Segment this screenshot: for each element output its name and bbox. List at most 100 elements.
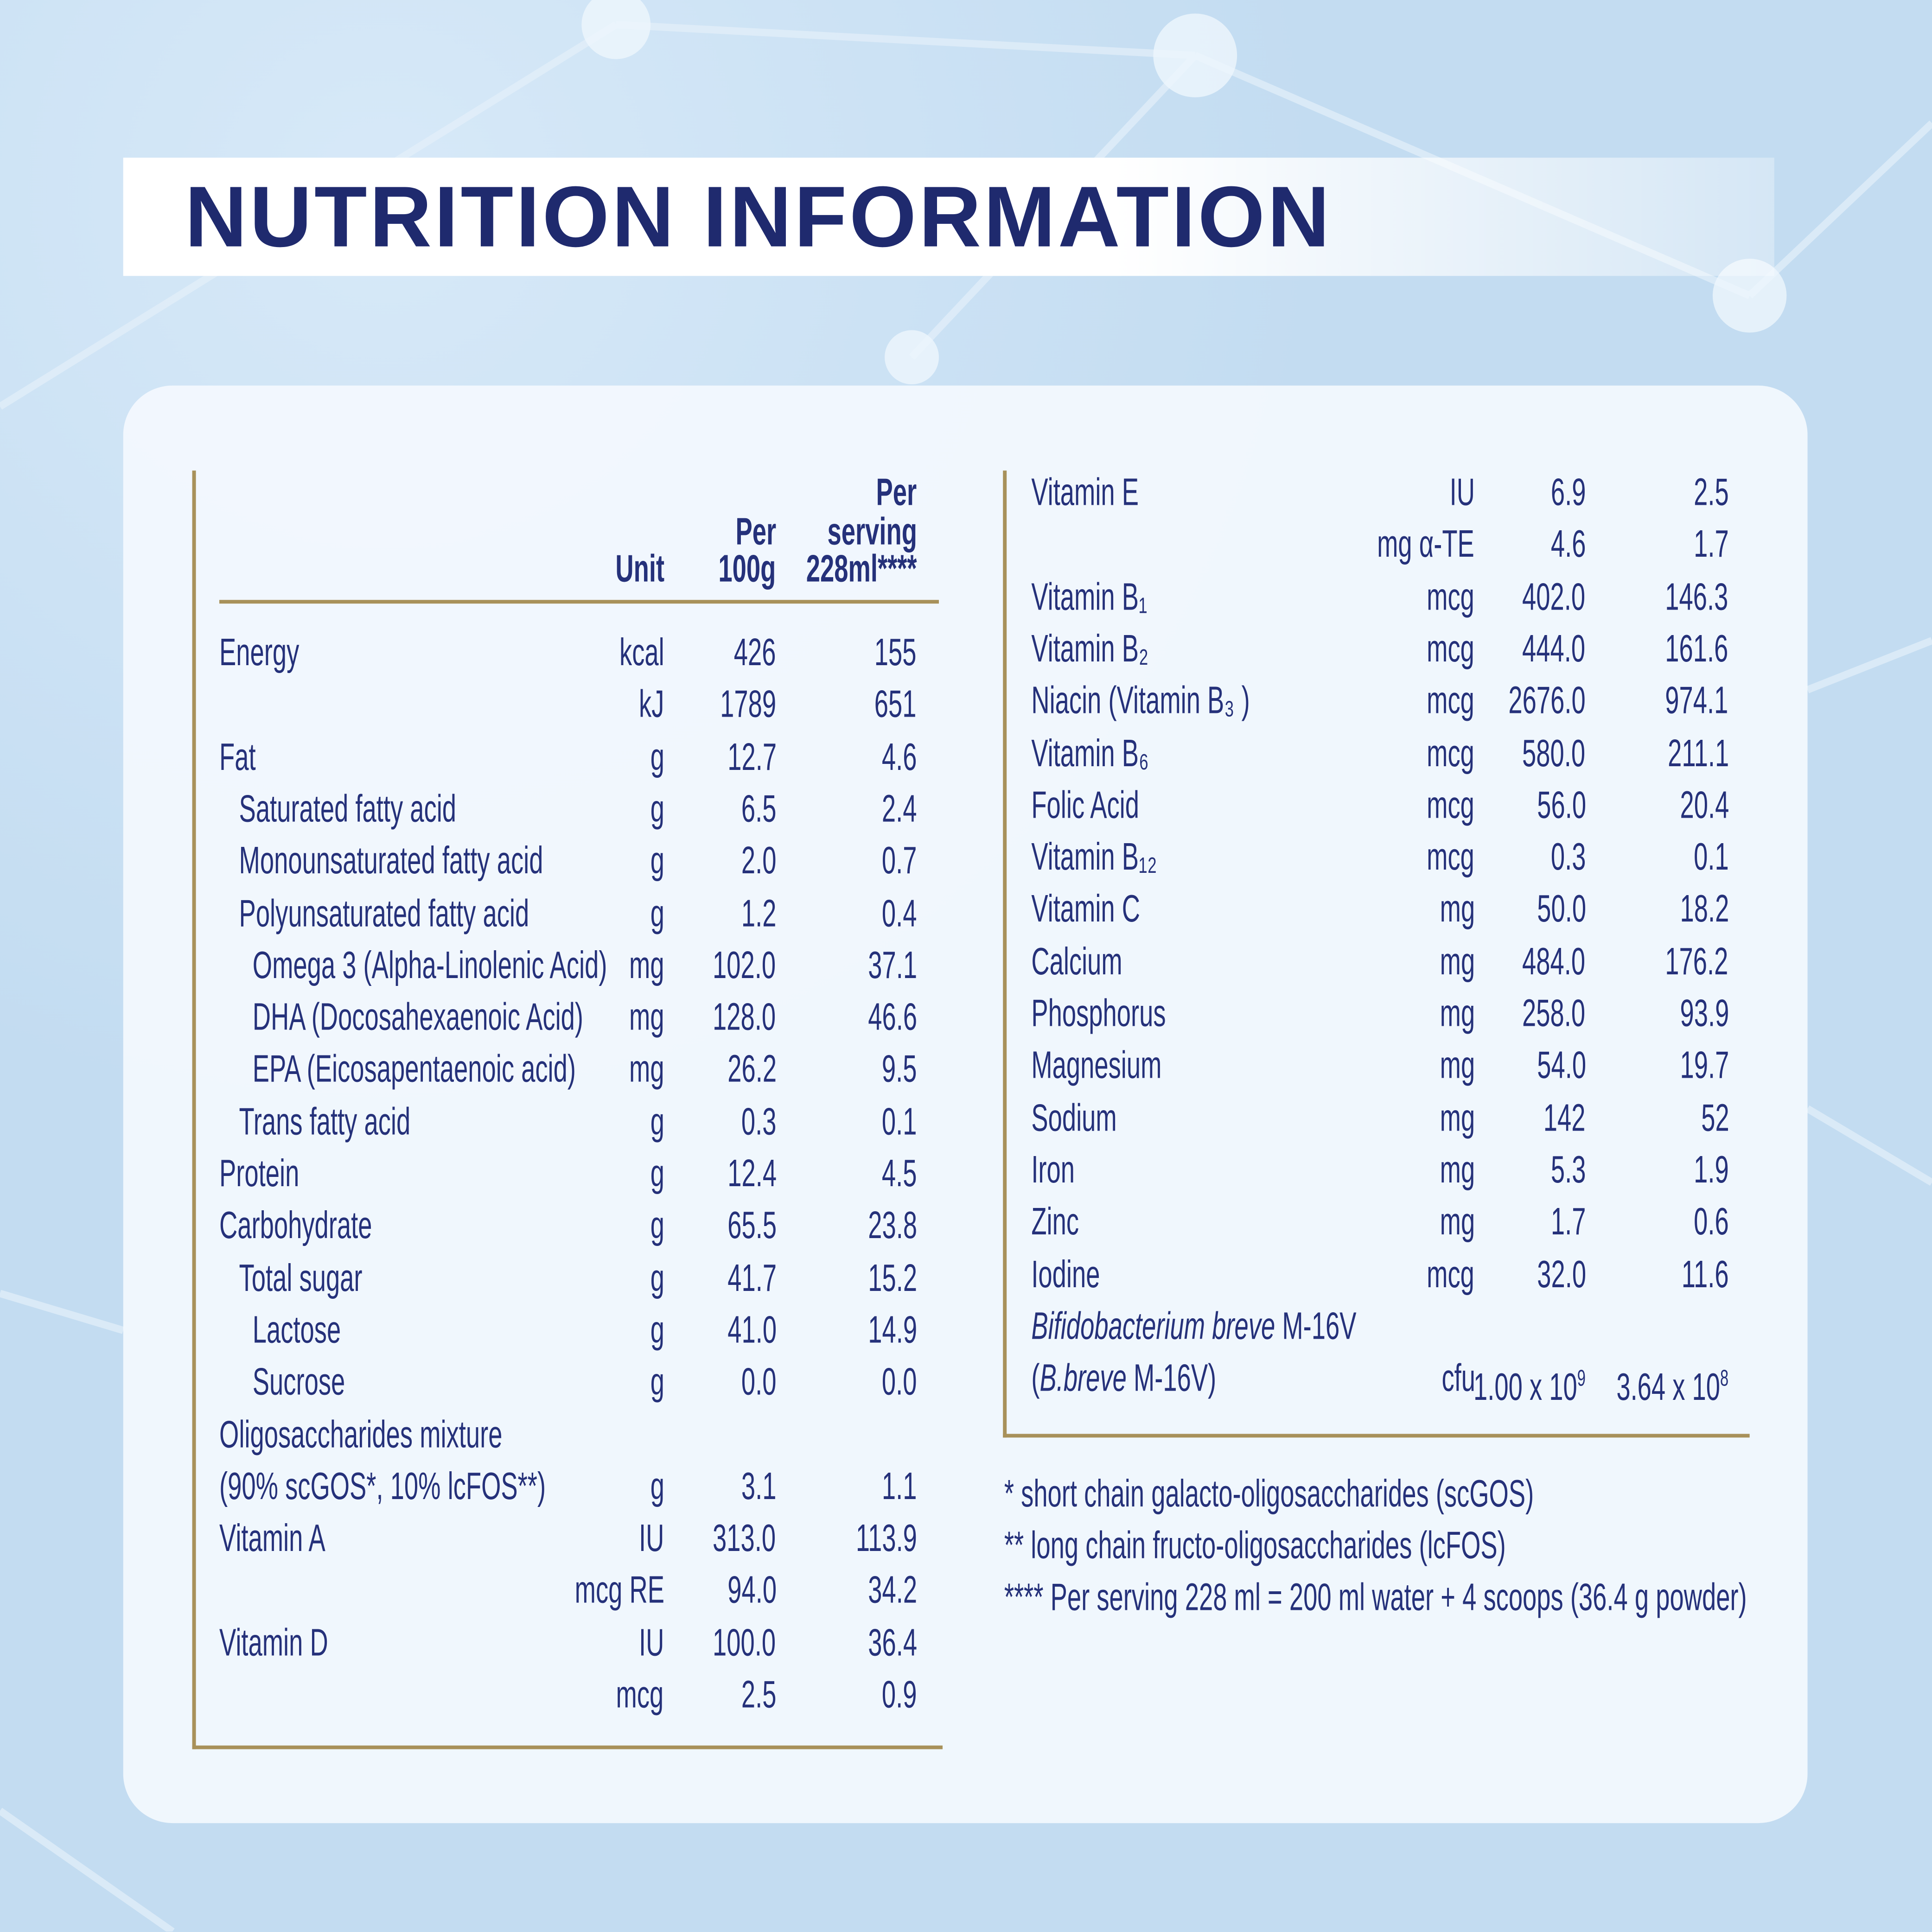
table-row: Oligosaccharides mixture — [0, 1410, 1932, 1459]
table-row: (90% scGOS*, 10% lcFOS**) g 3.1 1.1 — [0, 1462, 1932, 1511]
nutrient-name: Iron — [1031, 1148, 1075, 1191]
per-serving-value: 211.1 — [1667, 731, 1729, 775]
per-serving-value: 52 — [1700, 1096, 1729, 1139]
unit: g — [650, 1204, 664, 1247]
per-100g-value: 6.9 — [1550, 470, 1586, 514]
unit: kJ — [639, 683, 664, 726]
nutrient-name: Folic Acid — [1031, 783, 1140, 826]
per-serving-value: 1.7 — [1693, 522, 1729, 566]
value-exponent: 9 — [1577, 1365, 1586, 1391]
per-100g-value: 50.0 — [1537, 887, 1586, 931]
table-row: Phosphorus mg 258.0 93.9 — [0, 989, 1932, 1038]
unit: mg — [1440, 887, 1475, 931]
nutrient-name: Energy — [219, 630, 300, 674]
per-serving-value: 4.5 — [881, 1151, 917, 1195]
nutrient-name: Vitamin C — [1031, 887, 1141, 931]
footnote-serving: **** Per serving 228 ml = 200 ml water +… — [1004, 1575, 1747, 1619]
per-serving-value: 0.4 — [881, 891, 917, 934]
probiotic-abbrev-strain: M-16V) — [1126, 1356, 1217, 1399]
nutrient-name: Fat — [219, 735, 256, 778]
right-table-border — [1003, 470, 1007, 1438]
table-row: Iron mg 5.3 1.9 — [0, 1145, 1932, 1195]
per-100g-value: 41.0 — [727, 1308, 777, 1351]
probiotic-abbrev-italic: B.breve — [1039, 1356, 1127, 1399]
per-100g-value: 2676.0 — [1508, 679, 1586, 722]
table-row: Monounsaturated fatty acid g 2.0 0.7 — [0, 837, 1932, 886]
table-row: Magnesium mg 54.0 19.7 — [0, 1041, 1932, 1090]
table-row: Saturated fatty acid g 6.5 2.4 — [0, 785, 1932, 834]
per-serving-value: 0.7 — [881, 839, 917, 883]
table-row: Fat g 12.7 4.6 — [0, 732, 1932, 782]
table-row: Trans fatty acid g 0.3 0.1 — [0, 1097, 1932, 1146]
probiotic-abbrev: (B.breve M-16V) — [1031, 1354, 1216, 1403]
unit: g — [650, 1256, 664, 1299]
unit: g — [650, 1151, 664, 1195]
per-100g-value: 41.7 — [727, 1256, 777, 1299]
per-serving-value: 46.6 — [867, 995, 917, 1039]
per-100g-value: 2.5 — [741, 1672, 777, 1716]
table-row: Calcium mg 484.0 176.2 — [0, 937, 1932, 986]
nutrient-name: DHA (Docosahexaenoic Acid) — [252, 995, 584, 1039]
per-100g-value: 32.0 — [1537, 1252, 1586, 1296]
per-serving-value: 0.9 — [881, 1672, 917, 1716]
per-serving-value: 4.6 — [881, 735, 917, 778]
table-row: Lactose g 41.0 14.9 — [0, 1306, 1932, 1355]
per-serving-value: 2.5 — [1693, 470, 1729, 514]
value-base: 3.64 x 10 — [1616, 1365, 1721, 1409]
unit: mcg RE — [574, 1569, 664, 1612]
header-per100-line1: Per — [735, 510, 777, 553]
unit: IU — [1449, 470, 1475, 514]
nutrient-name: Magnesium — [1031, 1043, 1162, 1087]
per-100g-value: 1.2 — [741, 891, 777, 934]
table-row: mcg RE 94.0 34.2 — [0, 1566, 1932, 1615]
nutrient-name: Monounsaturated fatty acid — [239, 839, 543, 883]
table-row: Vitamin D IU 100.0 36.4 — [0, 1618, 1932, 1667]
per-serving-value: 34.2 — [867, 1569, 917, 1612]
unit: mcg — [1427, 574, 1475, 618]
per-serving-value: 1.1 — [881, 1464, 917, 1508]
paren: ( — [1031, 1356, 1040, 1399]
value-exponent: 8 — [1720, 1365, 1729, 1391]
per-100g-value: 5.3 — [1550, 1148, 1586, 1191]
unit: g — [650, 1464, 664, 1508]
per-100g-value: 258.0 — [1523, 991, 1586, 1035]
per-100g-value: 3.1 — [741, 1464, 777, 1508]
table-row: Vitamin B₆ mcg 580.0 211.1 — [0, 729, 1932, 778]
table-row: Vitamin A IU 313.0 113.9 — [0, 1514, 1932, 1563]
nutrient-name: Lactose — [252, 1308, 341, 1351]
per-serving-value: 93.9 — [1679, 991, 1729, 1035]
per-serving-value: 0.1 — [1693, 835, 1729, 879]
header-unit: Unit — [615, 547, 664, 590]
per-serving-value: 0.0 — [881, 1360, 917, 1404]
unit: mg — [1440, 1148, 1475, 1191]
nutrient-name: Niacin (Vitamin B₃ ) — [1031, 679, 1250, 722]
per-serving-value: 36.4 — [867, 1621, 917, 1664]
unit: g — [650, 787, 664, 830]
per-100g-value: 142 — [1543, 1096, 1586, 1139]
header-serving-line1: Per — [876, 470, 917, 514]
per-100g-value: 102.0 — [713, 943, 777, 987]
per-serving-value: 113.9 — [855, 1516, 917, 1560]
per-serving-value: 1.9 — [1693, 1148, 1729, 1191]
per-100g-value: 6.5 — [741, 787, 777, 830]
unit: kcal — [619, 630, 664, 674]
nutrient-name: Protein — [219, 1151, 300, 1195]
probiotic-name: Bifidobacterium breve M-16V — [1031, 1302, 1356, 1351]
unit: mcg — [1427, 835, 1475, 879]
table-row: Total sugar g 41.7 15.2 — [0, 1253, 1932, 1303]
nutrient-name: Vitamin B₁ — [1031, 574, 1148, 618]
per-100g-value: 402.0 — [1523, 574, 1586, 618]
per-serving-value: 651 — [874, 683, 917, 726]
table-row: Carbohydrate g 65.5 23.8 — [0, 1201, 1932, 1251]
table-row: Vitamin E IU 6.9 2.5 — [0, 468, 1932, 517]
header-per100-line2: 100g — [719, 547, 777, 590]
table-row: Protein g 12.4 4.5 — [0, 1149, 1932, 1198]
per-serving-value: 9.5 — [881, 1047, 917, 1091]
per-serving-value: 15.2 — [867, 1256, 917, 1299]
unit: mg — [1440, 1096, 1475, 1139]
unit: g — [650, 735, 664, 778]
nutrient-name: Total sugar — [239, 1256, 363, 1299]
table-row: Vitamin B₂ mcg 444.0 161.6 — [0, 624, 1932, 674]
footnote-scgos: * short chain galacto-oligosaccharides (… — [1004, 1472, 1534, 1515]
table-row: Niacin (Vitamin B₃ ) mcg 2676.0 974.1 — [0, 676, 1932, 725]
